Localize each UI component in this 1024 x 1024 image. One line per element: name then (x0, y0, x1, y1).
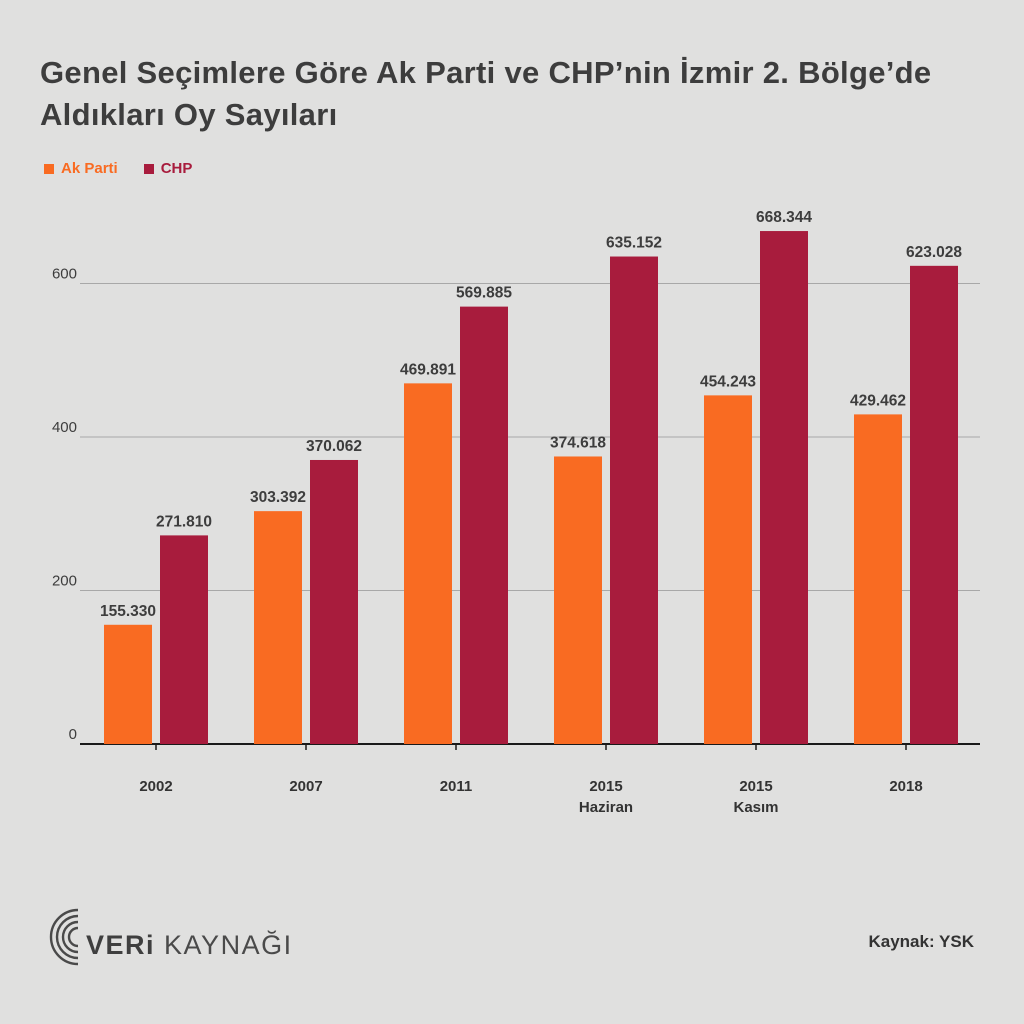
bar-chp-4 (760, 231, 808, 745)
x-tick-label-4-1: Kasım (733, 799, 778, 816)
bar-ak-parti-2 (404, 383, 452, 744)
bar-ak-parti-3 (554, 456, 602, 744)
bar-chp-0 (160, 535, 208, 744)
data-label-chp-5: 623.028 (906, 244, 962, 261)
legend-item-chp: CHP (143, 160, 193, 177)
data-label-ak-parti-4: 454.243 (700, 373, 756, 390)
data-label-ak-parti-3: 374.618 (550, 434, 606, 451)
data-label-chp-3: 635.152 (606, 235, 662, 252)
y-tick-label-600: 600 (52, 266, 77, 283)
y-tick-label-0: 0 (69, 726, 77, 743)
logo-word-veri: VERi (86, 930, 156, 960)
bar-ak-parti-4 (704, 395, 752, 744)
chart-title: Genel Seçimlere Göre Ak Parti ve CHP’nin… (40, 55, 932, 132)
data-label-ak-parti-5: 429.462 (850, 392, 906, 409)
bar-chp-5 (910, 265, 958, 744)
legend-swatch-ak-parti (44, 163, 54, 174)
bar-chp-1 (310, 459, 358, 744)
x-tick-label-4-0: 2015 (739, 778, 772, 795)
data-label-ak-parti-2: 469.891 (400, 361, 456, 378)
veri-kaynagi-logo-icon (49, 908, 79, 966)
logo-word-kaynagi: KAYNAĞI (164, 930, 293, 960)
legend-swatch-chp (143, 163, 154, 174)
data-label-chp-4: 668.344 (756, 209, 812, 226)
source-note: Kaynak: YSK (868, 932, 974, 951)
legend-item-ak-parti: Ak Parti (44, 160, 118, 177)
bar-chart: 0 200 400 600 2002 155.330 271.810 2007 303.392 3… (52, 209, 980, 816)
y-tick-label-200: 200 (52, 573, 77, 590)
bar-chp-3 (610, 256, 658, 744)
legend-label-chp: CHP (160, 160, 193, 177)
legend: Ak Parti CHP (44, 160, 192, 177)
data-label-chp-1: 370.062 (306, 438, 362, 455)
x-tick-label-5-0: 2018 (889, 778, 922, 795)
x-tick-label-1-0: 2007 (289, 778, 322, 795)
legend-label-ak-parti: Ak Parti (61, 160, 118, 177)
x-tick-label-2-0: 2011 (440, 778, 473, 795)
bar-ak-parti-0 (104, 624, 152, 744)
y-tick-label-400: 400 (52, 419, 77, 436)
x-tick-label-3-1: Haziran (579, 799, 633, 816)
x-tick-label-3-0: 2015 (589, 778, 622, 795)
x-tick-label-0-0: 2002 (139, 778, 172, 795)
logo-wordmark: VERi KAYNAĞI (86, 930, 293, 961)
data-label-chp-0: 271.810 (156, 513, 212, 530)
bar-ak-parti-5 (854, 414, 902, 744)
bar-chp-2 (460, 306, 508, 744)
bar-ak-parti-1 (254, 511, 302, 744)
data-label-ak-parti-1: 303.392 (250, 489, 306, 506)
data-label-ak-parti-0: 155.330 (100, 603, 156, 620)
data-label-chp-2: 569.885 (456, 285, 512, 302)
